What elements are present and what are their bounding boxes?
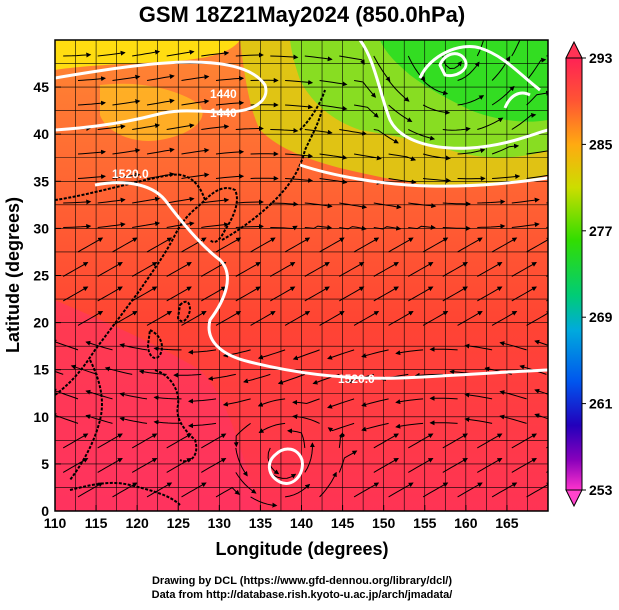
colorbar-ticks: 293 285 277 269 261 253 — [582, 50, 613, 498]
colorbar: 293 285 277 269 261 253 — [566, 42, 613, 506]
x-tick-label: 120 — [125, 515, 149, 531]
contour-label-3: 1520.0 — [112, 167, 149, 181]
x-tick-label: 115 — [85, 515, 108, 531]
grid-lines — [55, 40, 548, 511]
x-tick-label: 140 — [290, 515, 314, 531]
map-plot-area: 1440 1440 1520.0 1520.0 — [37, 27, 588, 511]
y-tick-label: 35 — [33, 173, 49, 189]
colorbar-tick-label: 277 — [589, 223, 613, 239]
y-axis-label: Latitude (degrees) — [3, 197, 23, 353]
colorbar-tick-label: 261 — [589, 396, 613, 412]
y-tick-label: 45 — [33, 79, 49, 95]
streamline — [431, 423, 458, 424]
footer-credit-data: Data from http://database.rish.kyoto-u.a… — [152, 589, 453, 601]
y-tick-label: 30 — [33, 220, 49, 236]
footer-credit-drawing: Drawing by DCL (https://www.gfd-dennou.o… — [152, 575, 452, 587]
contour-label-1: 1440 — [210, 87, 237, 101]
y-tick-label: 20 — [33, 315, 49, 331]
x-tick-label: 145 — [331, 515, 355, 531]
y-tick-label: 25 — [33, 268, 49, 284]
x-tick-label: 125 — [167, 515, 191, 531]
y-tick-label: 5 — [41, 456, 49, 472]
streamline — [431, 398, 458, 399]
y-tick-label: 15 — [33, 362, 49, 378]
colorbar-gradient — [566, 58, 582, 490]
x-tick-label: 135 — [249, 515, 273, 531]
x-axis-label: Longitude (degrees) — [215, 539, 388, 559]
colorbar-bottom-arrow — [566, 490, 582, 506]
colorbar-tick-label: 269 — [589, 309, 613, 325]
x-tick-label: 130 — [208, 515, 232, 531]
x-tick-label: 155 — [413, 515, 437, 531]
y-tick-label: 40 — [33, 126, 49, 142]
colorbar-tick-label: 285 — [589, 136, 613, 152]
colorbar-top-arrow — [566, 42, 582, 58]
streamline — [431, 349, 458, 350]
contour-label-2: 1440 — [210, 106, 237, 120]
chart-title: GSM 18Z21May2024 (850.0hPa) — [139, 2, 466, 27]
x-tick-label: 160 — [454, 515, 478, 531]
x-tick-label: 150 — [372, 515, 396, 531]
contour-label-4: 1520.0 — [338, 372, 375, 386]
colorbar-tick-label: 293 — [589, 50, 613, 66]
x-tick-label: 165 — [495, 515, 519, 531]
colorbar-tick-label: 253 — [589, 482, 613, 498]
y-tick-label: 10 — [33, 409, 49, 425]
y-tick-label: 0 — [41, 503, 49, 519]
